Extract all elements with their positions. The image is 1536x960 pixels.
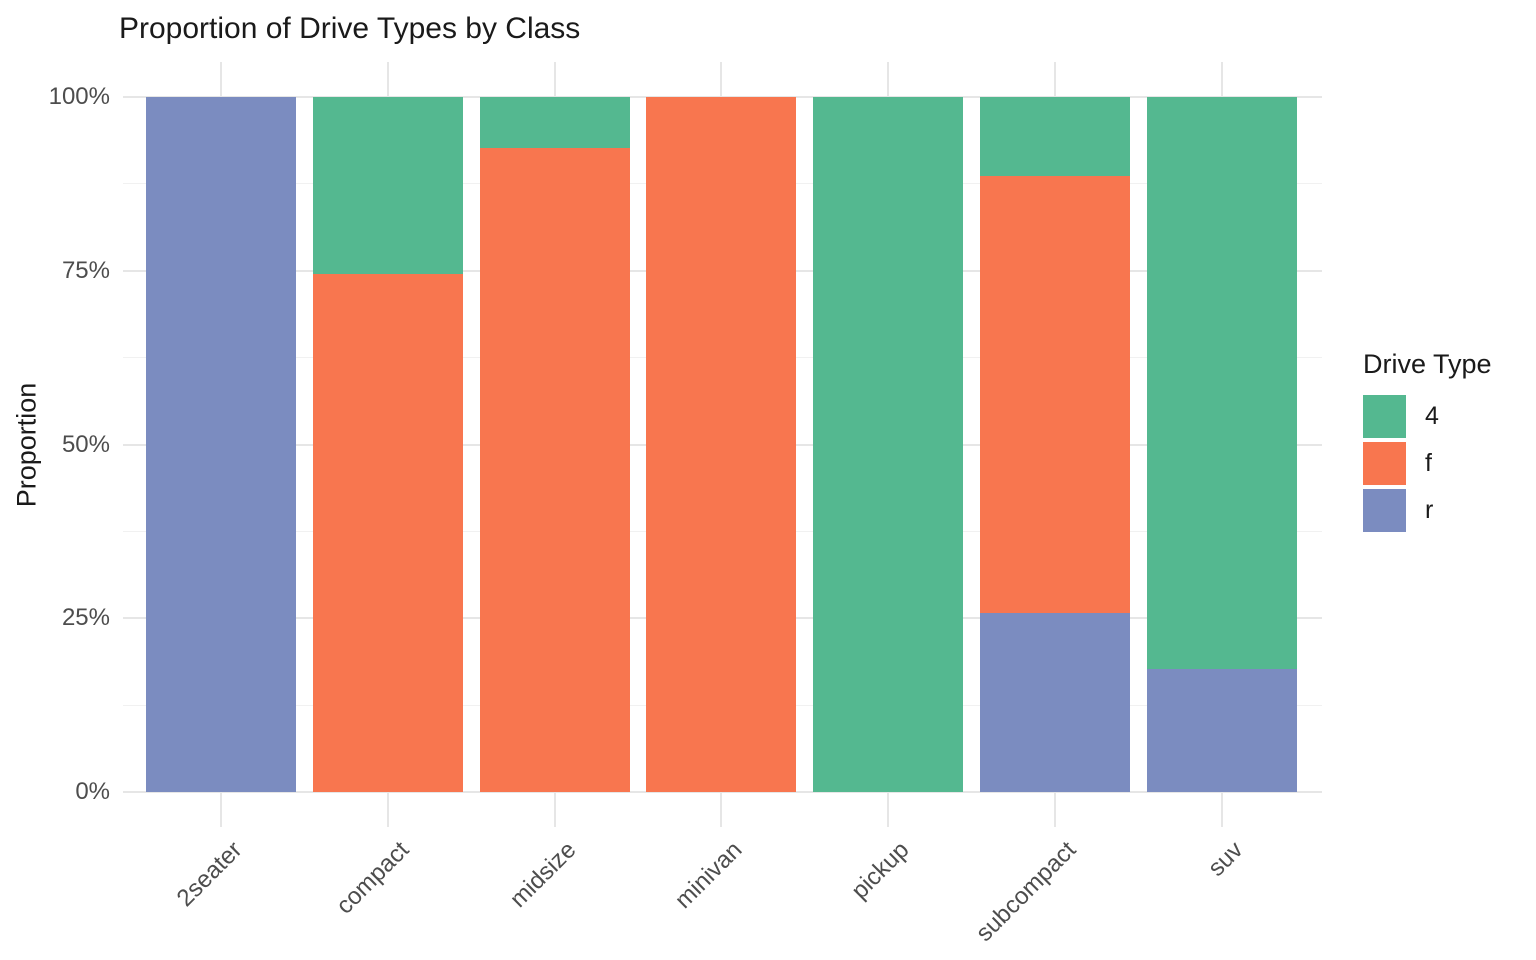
gridline-major-h [123, 791, 1322, 793]
x-tick-label: suv [1202, 836, 1249, 882]
bar-segment-compact-4 [312, 97, 463, 275]
legend-key-swatch [1363, 442, 1406, 485]
y-tick-label: 50% [61, 430, 110, 458]
bar-segment-subcompact-4 [980, 97, 1130, 177]
bar-segment-subcompact-f [980, 176, 1130, 614]
y-tick-label: 100% [48, 83, 110, 110]
legend-item: 4 [1363, 395, 1492, 438]
legend-key-swatch [1363, 489, 1406, 532]
bar-segment-midsize-4 [479, 97, 630, 148]
legend-item-label: r [1425, 496, 1434, 524]
legend-item: f [1363, 442, 1492, 485]
x-tick-label: midsize [504, 836, 581, 913]
x-tick-label: 2seater [171, 836, 248, 912]
x-tick-label: pickup [846, 836, 915, 905]
legend-item-label: f [1425, 449, 1432, 477]
bar-segment-midsize-f [479, 147, 630, 792]
legend-item: r [1363, 489, 1492, 532]
x-tick-label: subcompact [970, 836, 1082, 947]
bar-segment-compact-f [312, 274, 463, 792]
bar-segment-minivan-f [646, 97, 797, 792]
y-tick-label: 25% [61, 604, 110, 632]
legend-key-swatch [1363, 395, 1406, 438]
bar-segment-pickup-4 [813, 97, 964, 792]
y-tick-label: 0% [75, 778, 110, 805]
x-tick-label: minivan [670, 836, 748, 914]
plot-panel [123, 62, 1322, 827]
bar-segment-suv-r [1146, 668, 1297, 792]
legend-title: Drive Type [1363, 349, 1492, 379]
chart-title: Proportion of Drive Types by Class [119, 12, 581, 45]
y-tick-label: 75% [61, 256, 110, 284]
x-tick-label: compact [330, 836, 415, 920]
bar-segment-subcompact-r [980, 613, 1130, 792]
legend-item-label: 4 [1425, 402, 1439, 430]
bar-segment-suv-4 [1146, 97, 1297, 669]
bar-segment-2seater-r [146, 97, 296, 792]
